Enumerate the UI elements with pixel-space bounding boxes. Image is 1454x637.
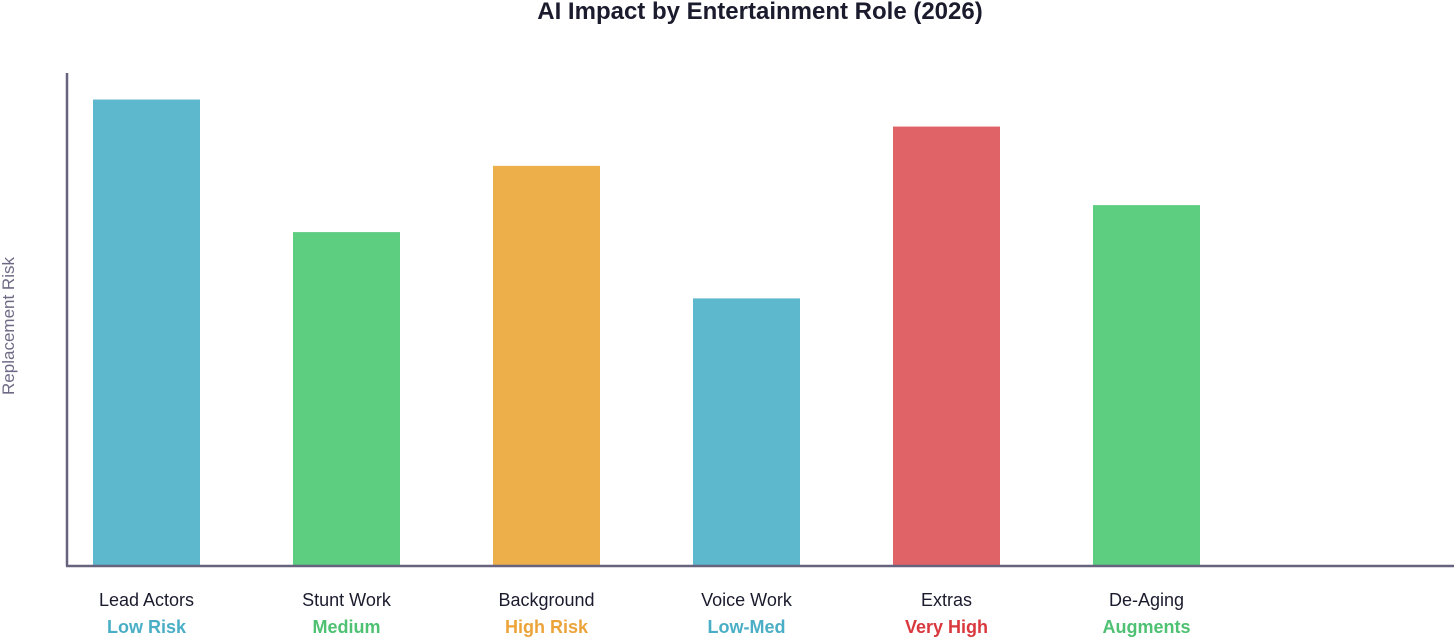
category-label: Stunt Work	[302, 590, 392, 610]
category-labels: Lead Actors Low Risk Stunt Work Medium Backg…	[99, 590, 1191, 637]
risk-label: Augments	[1102, 617, 1190, 637]
risk-label: Medium	[312, 617, 380, 637]
category-label: De-Aging	[1109, 590, 1184, 610]
bar-3	[693, 298, 800, 566]
risk-label: Low Risk	[107, 617, 187, 637]
category-label: Background	[498, 590, 594, 610]
risk-label: Low-Med	[708, 617, 786, 637]
category-label: Lead Actors	[99, 590, 194, 610]
bar-2	[493, 165, 600, 566]
risk-label: Very High	[905, 617, 988, 637]
bar-0	[93, 99, 200, 567]
risk-label: High Risk	[505, 617, 589, 637]
chart-title: AI Impact by Entertainment Role (2026)	[537, 0, 982, 25]
bar-1	[293, 232, 400, 566]
bar-5	[1093, 205, 1200, 567]
category-label: Extras	[921, 590, 972, 610]
bars	[93, 99, 1200, 567]
bar-4	[893, 126, 1000, 567]
category-label: Voice Work	[701, 590, 793, 610]
y-axis-label: Replacement Risk	[0, 257, 18, 395]
